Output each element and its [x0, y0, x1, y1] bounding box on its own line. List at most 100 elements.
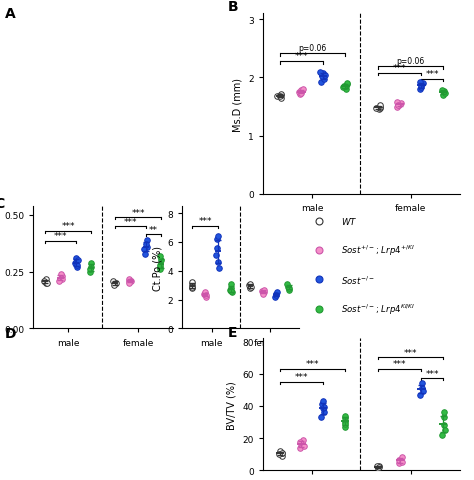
- Point: [417, 391, 424, 398]
- Point: [189, 285, 196, 292]
- Point: [341, 414, 348, 422]
- Point: [318, 72, 326, 80]
- Point: [200, 290, 208, 298]
- Text: ***: ***: [426, 369, 439, 378]
- Point: [342, 86, 350, 94]
- Point: [296, 444, 303, 452]
- Point: [276, 447, 284, 455]
- Point: [246, 285, 254, 292]
- Point: [398, 458, 406, 466]
- Text: ***: ***: [295, 372, 308, 381]
- Y-axis label: BV/TV (%): BV/TV (%): [227, 380, 237, 429]
- Text: ***: ***: [393, 64, 407, 73]
- Point: [319, 405, 327, 412]
- Point: [72, 259, 79, 267]
- Point: [213, 244, 220, 252]
- Text: ***: ***: [62, 222, 75, 231]
- Point: [320, 75, 328, 83]
- Point: [300, 443, 308, 450]
- Point: [393, 99, 401, 107]
- Point: [227, 285, 235, 292]
- Point: [73, 262, 81, 269]
- Point: [320, 408, 328, 416]
- Point: [376, 104, 384, 111]
- Point: [419, 388, 427, 396]
- Point: [398, 454, 406, 461]
- Point: [440, 413, 447, 421]
- Point: [213, 252, 220, 259]
- Point: [246, 280, 254, 288]
- Point: [438, 86, 446, 94]
- Point: [375, 463, 383, 471]
- Point: [202, 292, 210, 300]
- Point: [55, 277, 63, 285]
- Point: [341, 418, 349, 426]
- Point: [143, 237, 150, 244]
- Point: [260, 289, 268, 297]
- Point: [372, 105, 380, 113]
- Point: [395, 456, 403, 464]
- Point: [74, 257, 82, 264]
- Text: ***: ***: [54, 232, 67, 241]
- Point: [285, 286, 292, 294]
- Point: [201, 289, 209, 297]
- Point: [297, 90, 305, 98]
- Y-axis label: Ct.Po (%): Ct.Po (%): [152, 245, 162, 290]
- Point: [42, 280, 49, 288]
- Point: [227, 286, 234, 294]
- Point: [397, 100, 405, 108]
- Point: [125, 280, 132, 288]
- Text: p=0.06: p=0.06: [298, 44, 327, 53]
- Point: [156, 264, 164, 272]
- Point: [272, 290, 280, 298]
- Point: [419, 80, 427, 88]
- Point: [440, 421, 448, 429]
- Point: [416, 86, 424, 94]
- Point: [247, 283, 255, 291]
- Point: [277, 92, 284, 99]
- Point: [41, 277, 48, 285]
- Point: [297, 440, 305, 448]
- Point: [296, 438, 304, 446]
- Point: [273, 289, 281, 297]
- Text: E: E: [228, 325, 237, 339]
- Point: [321, 72, 329, 79]
- Point: [86, 266, 94, 274]
- Point: [156, 262, 164, 269]
- Point: [73, 264, 81, 272]
- Point: [261, 286, 268, 294]
- Point: [285, 285, 292, 292]
- Point: [144, 243, 151, 251]
- Point: [259, 290, 267, 298]
- Point: [418, 380, 426, 387]
- Text: ***: ***: [124, 217, 137, 226]
- Point: [126, 277, 133, 285]
- Point: [395, 102, 402, 109]
- Point: [283, 280, 291, 288]
- Text: **: **: [149, 225, 158, 234]
- Point: [416, 79, 423, 86]
- Point: [439, 92, 447, 99]
- Point: [156, 266, 164, 274]
- Point: [373, 462, 381, 469]
- Point: [342, 423, 349, 431]
- Point: [72, 255, 80, 263]
- Point: [110, 282, 118, 289]
- Point: [395, 459, 403, 467]
- Point: [295, 89, 303, 96]
- Text: $\it{Sost}^{-/-}$: $\it{Sost}^{-/-}$: [341, 274, 375, 286]
- Text: ***: ***: [393, 360, 407, 368]
- Point: [272, 292, 280, 300]
- Point: [271, 293, 278, 301]
- Point: [112, 280, 120, 288]
- Point: [376, 105, 384, 112]
- Point: [394, 102, 402, 110]
- Text: $\it{Sost}^{-/-}$; $\it{Lrp4}^{KI/KI}$: $\it{Sost}^{-/-}$; $\it{Lrp4}^{KI/KI}$: [341, 302, 416, 316]
- Point: [58, 271, 65, 278]
- Point: [298, 87, 305, 95]
- Point: [393, 104, 401, 111]
- Point: [213, 236, 221, 243]
- Point: [109, 277, 117, 285]
- Point: [441, 408, 448, 416]
- Point: [417, 82, 425, 90]
